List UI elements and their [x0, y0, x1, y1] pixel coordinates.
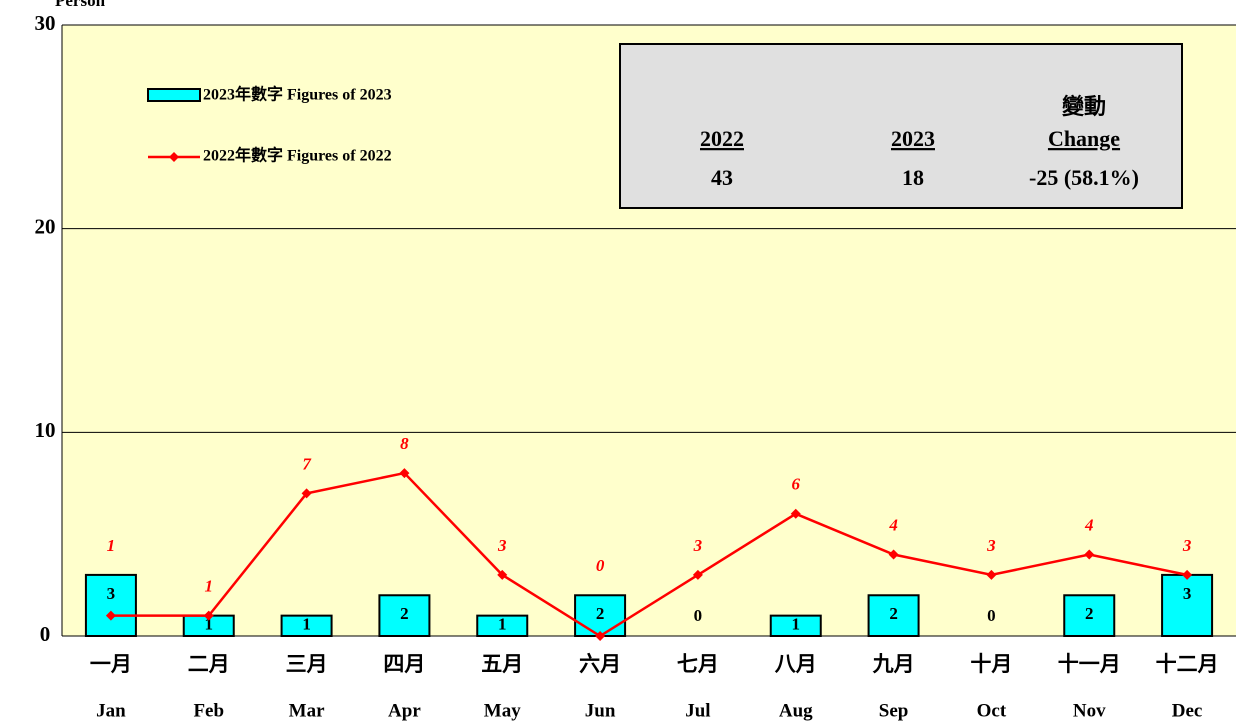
line-value-label: 4: [1084, 515, 1094, 534]
summary-header: Change: [1048, 126, 1120, 151]
line-marker: [888, 549, 899, 560]
line: [110, 471, 1188, 638]
line-value-label: 3: [693, 536, 703, 555]
line-value-label: 3: [986, 536, 996, 555]
x-tick-label: Mar: [289, 700, 325, 721]
line-marker: [986, 569, 997, 580]
line-value-label: 0: [596, 556, 605, 575]
x-tick-label: Jan: [96, 700, 126, 721]
x-tick-label: 二月: [188, 652, 230, 676]
line-marker: [790, 508, 801, 519]
bar-value-label: 2: [400, 604, 409, 623]
x-tick-label: Jul: [685, 700, 710, 721]
bar: [769, 614, 822, 638]
bar-value-label: 2: [1085, 604, 1094, 623]
line-value-label: 6: [792, 475, 801, 494]
x-tick-label: 九月: [872, 652, 915, 676]
line-marker: [203, 610, 214, 621]
line-value-label: 3: [1182, 536, 1192, 555]
legend-marker: [169, 152, 179, 162]
line-value-label: 4: [888, 515, 898, 534]
line-marker: [105, 610, 116, 621]
line-marker: [595, 631, 606, 641]
line-marker: [497, 569, 508, 580]
bar: [84, 573, 137, 638]
bar-value-label: 2: [889, 604, 898, 623]
y-axis-label: Person: [55, 0, 106, 10]
x-tick-label: 十二月: [1156, 652, 1219, 676]
x-tick-label: Jun: [585, 700, 616, 721]
x-tick-label: 七月: [677, 652, 719, 676]
bar-value-label: 3: [1183, 584, 1192, 603]
bar: [280, 614, 333, 638]
line-value-label: 1: [107, 536, 116, 555]
x-tick-label: 十一月: [1058, 652, 1121, 676]
x-tick-label: 一月: [90, 652, 132, 676]
x-tick-label: 八月: [775, 652, 817, 676]
x-tick-label: Feb: [193, 700, 224, 721]
legend-label: 2023年數字 Figures of 2023: [203, 85, 392, 104]
summary-box: [619, 43, 1183, 209]
summary-value: 18: [902, 165, 924, 190]
x-tick-label: 四月: [383, 652, 425, 676]
x-tick-label: May: [484, 700, 521, 721]
x-tick-label: Nov: [1073, 700, 1106, 721]
bar-value-label: 1: [205, 615, 214, 634]
bar-value-label: 1: [498, 615, 507, 634]
summary-header-cn: 變動: [1062, 94, 1106, 120]
x-tick-label: Dec: [1172, 700, 1203, 721]
bar-value-label: 3: [107, 584, 116, 603]
line-marker: [399, 468, 410, 479]
bar: [378, 594, 431, 637]
line-value-label: 7: [302, 454, 312, 473]
bar-value-label: 1: [302, 615, 311, 634]
x-tick-label: 三月: [286, 652, 328, 676]
bar: [476, 614, 529, 638]
x-tick-label: Apr: [388, 700, 421, 721]
legend-swatch: [147, 88, 201, 102]
y-tick-label: 0: [40, 622, 51, 646]
x-tick-label: Oct: [977, 700, 1007, 721]
bar-value-label: 0: [694, 606, 703, 625]
line-marker: [1084, 549, 1095, 560]
y-tick-label: 20: [35, 214, 56, 238]
line-marker: [1182, 569, 1193, 580]
line-marker: [692, 569, 703, 580]
line-value-label: 1: [205, 577, 214, 596]
legend-label: 2022年數字 Figures of 2022: [203, 146, 392, 165]
bar-value-label: 0: [987, 606, 996, 625]
x-tick-label: 十月: [970, 652, 1012, 676]
x-tick-label: 六月: [579, 652, 621, 676]
bar: [1063, 594, 1116, 637]
bar-value-label: 1: [792, 615, 801, 634]
line-value-label: 3: [497, 536, 507, 555]
summary-value: -25 (58.1%): [1029, 165, 1139, 190]
bar-value-label: 2: [596, 604, 605, 623]
line-value-label: 8: [400, 434, 409, 453]
summary-header: 2022: [700, 126, 744, 151]
x-tick-label: Sep: [879, 700, 909, 721]
line-marker: [301, 488, 312, 499]
x-tick-label: Aug: [779, 700, 813, 721]
x-tick-label: 五月: [481, 652, 523, 676]
summary-value: 43: [711, 165, 733, 190]
summary-header: 2023: [891, 126, 935, 151]
y-tick-label: 10: [35, 418, 56, 442]
bar: [867, 594, 920, 637]
y-tick-label: 30: [35, 11, 56, 35]
